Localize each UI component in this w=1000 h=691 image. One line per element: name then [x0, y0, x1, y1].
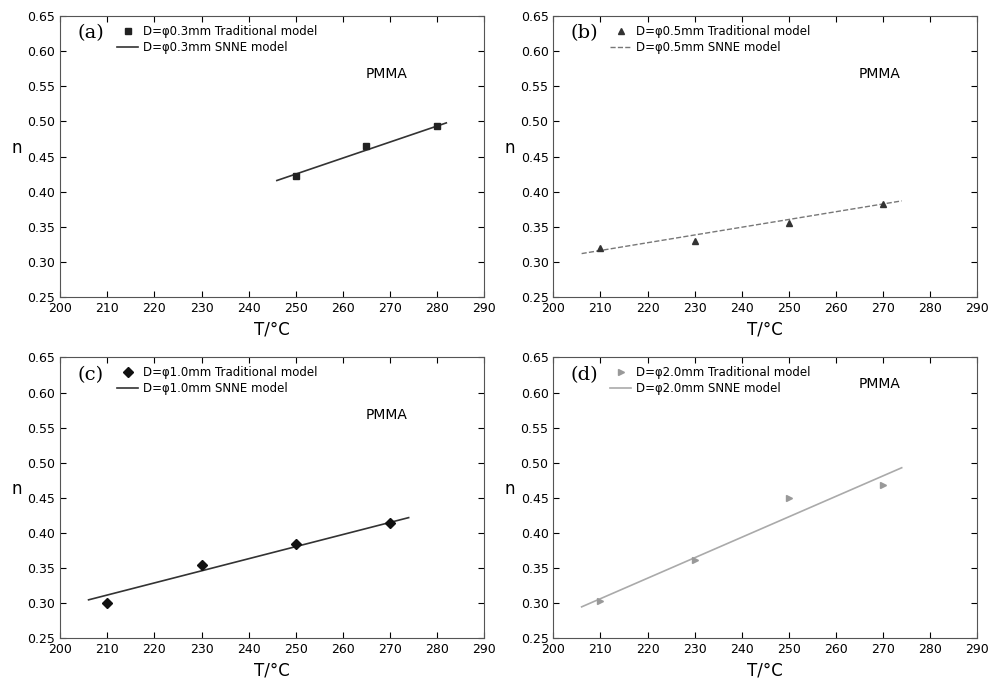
Legend: D=φ1.0mm Traditional model, D=φ1.0mm SNNE model: D=φ1.0mm Traditional model, D=φ1.0mm SNN… [117, 366, 318, 395]
Text: PMMA: PMMA [858, 67, 900, 81]
Legend: D=φ0.3mm Traditional model, D=φ0.3mm SNNE model: D=φ0.3mm Traditional model, D=φ0.3mm SNN… [117, 25, 317, 54]
Text: PMMA: PMMA [365, 408, 407, 422]
X-axis label: T/°C: T/°C [254, 321, 290, 339]
Text: (d): (d) [570, 366, 598, 384]
Y-axis label: n: n [11, 139, 22, 157]
Text: (a): (a) [77, 25, 104, 43]
Y-axis label: n: n [11, 480, 22, 498]
Y-axis label: n: n [504, 480, 515, 498]
Text: (c): (c) [77, 366, 103, 384]
X-axis label: T/°C: T/°C [254, 662, 290, 680]
Text: (b): (b) [570, 25, 598, 43]
Y-axis label: n: n [504, 139, 515, 157]
X-axis label: T/°C: T/°C [747, 662, 783, 680]
Legend: D=φ0.5mm Traditional model, D=φ0.5mm SNNE model: D=φ0.5mm Traditional model, D=φ0.5mm SNN… [610, 25, 810, 54]
Legend: D=φ2.0mm Traditional model, D=φ2.0mm SNNE model: D=φ2.0mm Traditional model, D=φ2.0mm SNN… [610, 366, 811, 395]
X-axis label: T/°C: T/°C [747, 321, 783, 339]
Text: PMMA: PMMA [858, 377, 900, 391]
Text: PMMA: PMMA [365, 67, 407, 81]
